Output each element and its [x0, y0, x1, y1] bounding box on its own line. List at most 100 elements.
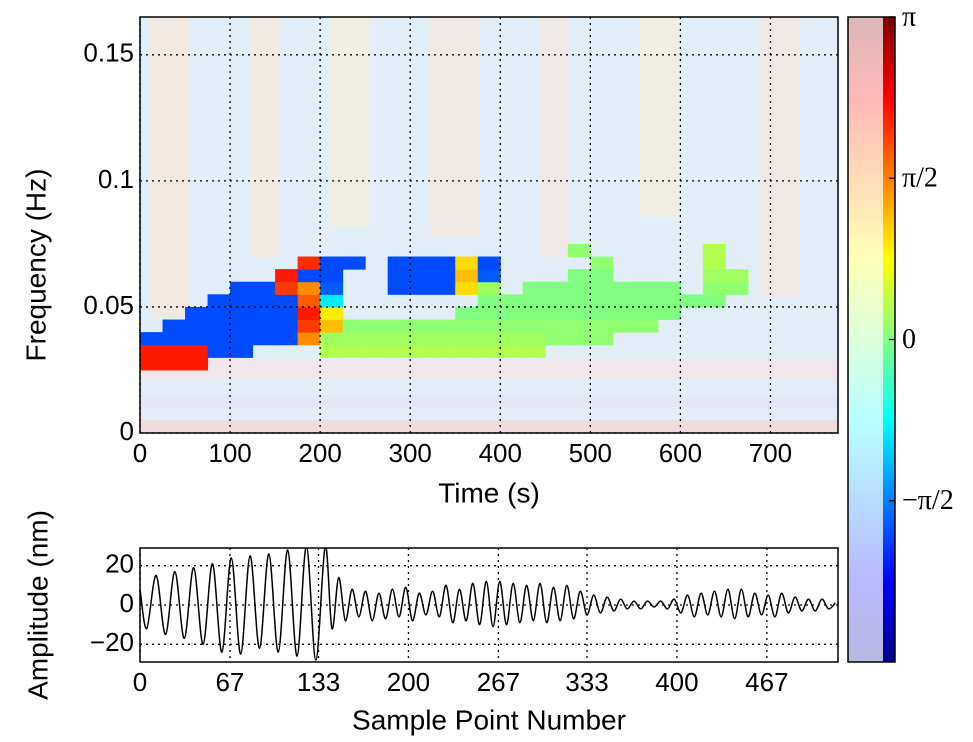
x-tick-label: 267: [477, 667, 520, 697]
heatmap-cell: [522, 306, 546, 321]
heatmap-cell: [455, 319, 479, 333]
heatmap-cell: [410, 269, 434, 283]
heatmap-cell: [185, 344, 209, 358]
heatmap-cell: [522, 294, 546, 308]
heatmap-cell: [252, 332, 276, 346]
colorbar-pale: [848, 17, 883, 662]
y-axis-title: Frequency (Hz): [20, 169, 51, 362]
heatmap-cell: [207, 344, 231, 358]
heatmap-cell: [140, 344, 164, 358]
heatmap-cell: [567, 306, 591, 321]
heatmap-cell: [567, 243, 591, 258]
heatmap-cell: [342, 344, 366, 358]
heatmap-cell: [567, 269, 591, 283]
heatmap-cell: [320, 294, 344, 308]
heatmap-cells: [140, 243, 749, 371]
heatmap-cell: [185, 332, 209, 346]
heatmap-cell: [657, 281, 681, 295]
heatmap-cell: [500, 332, 524, 346]
heatmap-cell: [567, 294, 591, 308]
x-tick-label: 600: [659, 438, 702, 468]
x-tick-label: 700: [749, 438, 792, 468]
heatmap-cell: [477, 269, 501, 283]
x-tick-label: 0: [133, 438, 147, 468]
heatmap-cell: [387, 256, 411, 270]
heatmap-cell: [275, 319, 299, 333]
heatmap-cell: [612, 319, 636, 333]
heatmap-cell: [612, 306, 636, 321]
heatmap-cell: [275, 269, 299, 283]
heatmap-cell: [297, 294, 321, 308]
heatmap-cell: [432, 281, 456, 295]
heatmap-cell: [297, 269, 321, 283]
heatmap-cell: [252, 306, 276, 321]
heatmap-cell: [500, 319, 524, 333]
y-tick-label: 0: [120, 588, 134, 618]
heatmap-cell: [185, 306, 209, 321]
heatmap-cell: [500, 306, 524, 321]
heatmap-cell: [185, 319, 209, 333]
heatmap-cell: [545, 294, 569, 308]
heatmap-cell: [297, 332, 321, 346]
heatmap-cell: [567, 319, 591, 333]
y-tick-label: −20: [90, 627, 134, 657]
heatmap-cell: [455, 281, 479, 295]
heatmap-cell: [657, 306, 681, 321]
heatmap-cell: [635, 306, 659, 321]
heatmap-cell: [387, 269, 411, 283]
heatmap-cell: [477, 256, 501, 270]
heatmap-cell: [410, 256, 434, 270]
x-tick-label: 400: [655, 667, 698, 697]
heatmap-cell: [275, 281, 299, 295]
heatmap-cell: [590, 256, 614, 270]
heatmap-cell: [320, 319, 344, 333]
heatmap-cell: [162, 357, 186, 371]
heatmap-cell: [432, 256, 456, 270]
waveform: [140, 548, 836, 661]
heatmap-cell: [230, 344, 254, 358]
heatmap-cell: [230, 294, 254, 308]
heatmap-cell: [140, 332, 164, 346]
heatmap-cell: [342, 319, 366, 333]
heatmap-cell: [702, 294, 726, 308]
heatmap-cell: [567, 332, 591, 346]
heatmap-cell: [522, 344, 546, 358]
y-tick-label: 0: [120, 416, 134, 446]
x-tick-label: 300: [388, 438, 431, 468]
heatmap-cell: [140, 357, 164, 371]
heatmap-cell: [365, 332, 389, 346]
heatmap-cell: [162, 319, 186, 333]
heatmap-cell: [477, 319, 501, 333]
heatmap-cell: [725, 269, 749, 283]
heatmap-cell: [455, 269, 479, 283]
heatmap-cell: [500, 294, 524, 308]
heatmap-cell: [590, 269, 614, 283]
heatmap-cell: [342, 332, 366, 346]
heatmap-cell: [702, 256, 726, 270]
heatmap-cell: [455, 332, 479, 346]
heatmap-cell: [477, 281, 501, 295]
heatmap-cell: [297, 256, 321, 270]
heatmap-cell: [297, 281, 321, 295]
heatmap-cell: [477, 294, 501, 308]
x-axis-title: Sample Point Number: [352, 704, 626, 735]
heatmap-cell: [432, 344, 456, 358]
heatmap-cell: [162, 332, 186, 346]
heatmap-cell: [702, 269, 726, 283]
heatmap-cell: [590, 281, 614, 295]
heatmap-cell: [342, 256, 366, 270]
heatmap-cell: [725, 281, 749, 295]
heatmap-cell: [410, 319, 434, 333]
x-tick-label: 133: [297, 667, 340, 697]
x-tick-label: 200: [298, 438, 341, 468]
heatmap-cell: [320, 332, 344, 346]
heatmap-cell: [567, 281, 591, 295]
heatmap-cell: [207, 332, 231, 346]
heatmap-cell: [297, 319, 321, 333]
x-tick-label: 200: [387, 667, 430, 697]
heatmap-cell: [275, 294, 299, 308]
heatmap-cell: [702, 281, 726, 295]
plot-frame: [139, 16, 839, 434]
y-tick-label: 0.15: [83, 38, 134, 68]
colorbar-tick-label: −π/2: [902, 485, 954, 516]
